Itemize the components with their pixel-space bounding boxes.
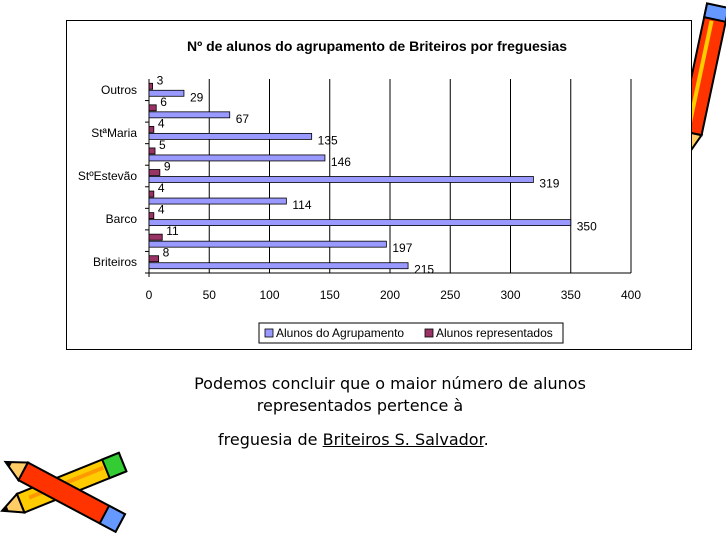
data-label: 3 <box>157 73 164 87</box>
x-tick-label: 50 <box>203 288 217 302</box>
legend-swatch <box>424 328 434 338</box>
x-tick-label: 100 <box>259 288 279 302</box>
data-label: 67 <box>236 112 250 126</box>
legend-label: Alunos representados <box>436 326 553 340</box>
bar-alunos-representados <box>148 233 163 241</box>
x-tick-label: 150 <box>320 288 340 302</box>
bar-alunos-agrupamento <box>148 89 185 97</box>
conclusion-line-2: representados pertence à <box>256 396 464 415</box>
data-label: 4 <box>158 116 165 130</box>
bar-alunos-representados <box>148 104 157 112</box>
conclusion-line-3-prefix: freguesia de <box>218 430 323 449</box>
legend-swatch <box>264 328 274 338</box>
conclusion-line-1: Podemos concluir que o maior número de a… <box>194 374 586 393</box>
x-tick-label: 350 <box>561 288 581 302</box>
chart-frame: Nº de alunos do agrupamento de Briteiros… <box>66 20 692 350</box>
bar-alunos-agrupamento <box>148 262 409 270</box>
bar-alunos-agrupamento <box>148 154 326 162</box>
data-label: 4 <box>158 181 165 195</box>
data-label: 9 <box>164 160 171 174</box>
conclusion-line-3-suffix: . <box>483 430 489 449</box>
bar-alunos-agrupamento <box>148 111 231 119</box>
data-label: 4 <box>158 203 165 217</box>
data-label: 350 <box>577 220 597 234</box>
bar-alunos-agrupamento <box>148 240 387 248</box>
bar-alunos-representados <box>148 82 154 90</box>
data-label: 319 <box>539 177 559 191</box>
data-label: 11 <box>166 224 179 238</box>
data-label: 215 <box>414 263 434 277</box>
bar-alunos-representados <box>148 255 160 263</box>
legend-label: Alunos do Agrupamento <box>276 326 404 340</box>
data-label: 6 <box>160 95 167 109</box>
bar-alunos-agrupamento <box>148 176 534 183</box>
data-label: 114 <box>292 198 311 212</box>
bar-alunos-agrupamento <box>148 197 287 205</box>
bar-alunos-agrupamento <box>148 219 572 227</box>
y-tick-label: StªMaria <box>91 126 137 140</box>
x-tick-label: 0 <box>146 288 153 302</box>
bar-alunos-agrupamento <box>148 132 313 140</box>
freguesia-link[interactable]: Briteiros S. Salvador <box>322 430 484 449</box>
y-tick-label: Briteiros <box>93 255 137 269</box>
bar-alunos-representados <box>148 169 161 176</box>
data-label: 197 <box>392 241 412 255</box>
data-label: 8 <box>163 246 170 260</box>
x-tick-label: 400 <box>621 288 641 302</box>
data-label: 5 <box>159 138 166 152</box>
y-tick-label: StºEstevão <box>78 169 137 183</box>
data-label: 135 <box>318 133 338 147</box>
bar-alunos-representados <box>148 190 155 198</box>
conclusion-line-3: freguesia de Briteiros S. Salvador. <box>170 429 610 451</box>
x-tick-label: 250 <box>440 288 460 302</box>
data-label: 146 <box>331 155 351 169</box>
x-tick-label: 300 <box>500 288 520 302</box>
pencil-icon <box>0 451 128 534</box>
chart-title: Nº de alunos do agrupamento de Briteiros… <box>187 38 567 54</box>
bar-alunos-representados <box>148 125 155 133</box>
conclusion-text: Podemos concluir que o maior número de a… <box>170 373 610 451</box>
y-tick-label: Outros <box>101 83 137 97</box>
y-tick-label: Barco <box>106 212 138 226</box>
bar-alunos-representados <box>148 212 155 220</box>
bar-chart: Nº de alunos do agrupamento de Briteiros… <box>78 38 641 344</box>
legend-box <box>258 322 564 344</box>
data-label: 29 <box>190 90 204 104</box>
x-tick-label: 200 <box>380 288 400 302</box>
bar-alunos-representados <box>148 147 156 155</box>
